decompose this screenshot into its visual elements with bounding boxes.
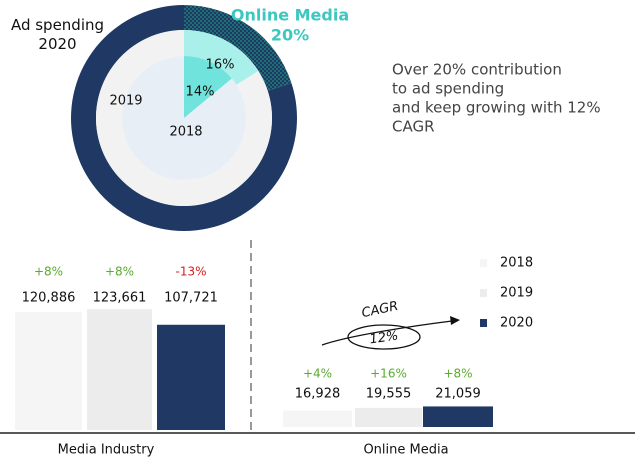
legend-label: 2020: [500, 316, 533, 331]
value-label: 123,661: [93, 291, 147, 306]
annotation-value: 20%: [271, 26, 309, 45]
value-label: 21,059: [435, 387, 481, 402]
donut-segment: [184, 56, 232, 118]
segment-label: 14%: [186, 85, 215, 100]
value-label: 16,928: [295, 387, 341, 402]
cagr-ellipse: [347, 324, 421, 350]
growth-label: +8%: [105, 265, 134, 279]
ring-label: 2019: [109, 94, 142, 109]
legend-label: 2018: [500, 256, 533, 271]
cagr-label: CAGR: [360, 299, 399, 321]
donut-rest: [122, 56, 246, 181]
bar-title: Online Media: [363, 443, 448, 458]
bar: [15, 311, 82, 430]
legend-label: 2019: [500, 286, 533, 301]
value-label: 19,555: [366, 387, 412, 402]
note-line: to ad spending: [392, 80, 504, 98]
donut-segment: [184, 5, 292, 91]
donut-title: Ad spending 2020: [10, 16, 105, 53]
cagr-arrowhead: [450, 316, 460, 325]
annotation: Online Media: [231, 6, 349, 25]
bar: [157, 324, 225, 430]
bar: [283, 410, 352, 427]
donut-segment: [184, 30, 259, 85]
growth-label: +4%: [303, 367, 332, 381]
cagr-arrow: [321, 320, 453, 346]
bar: [423, 406, 493, 427]
segment-label: 16%: [206, 58, 235, 73]
bar-title: Media Industry: [58, 443, 155, 458]
bar: [355, 407, 422, 427]
ring-label: 2018: [169, 125, 202, 140]
growth-label: -13%: [175, 265, 206, 279]
note-line: Over 20% contribution: [392, 61, 562, 79]
legend-swatch: [480, 289, 487, 297]
donut-rest: [96, 30, 272, 206]
cagr-value: 12%: [369, 329, 400, 348]
growth-label: +16%: [370, 367, 407, 381]
value-label: 107,721: [164, 291, 218, 306]
legend-swatch: [480, 319, 487, 327]
note-line: and keep growing with 12%: [392, 99, 601, 117]
growth-label: +8%: [34, 265, 63, 279]
note-line: CAGR: [392, 118, 435, 136]
growth-label: +8%: [443, 367, 472, 381]
value-label: 120,886: [22, 291, 76, 306]
legend-swatch: [480, 259, 487, 267]
bar: [87, 309, 152, 430]
